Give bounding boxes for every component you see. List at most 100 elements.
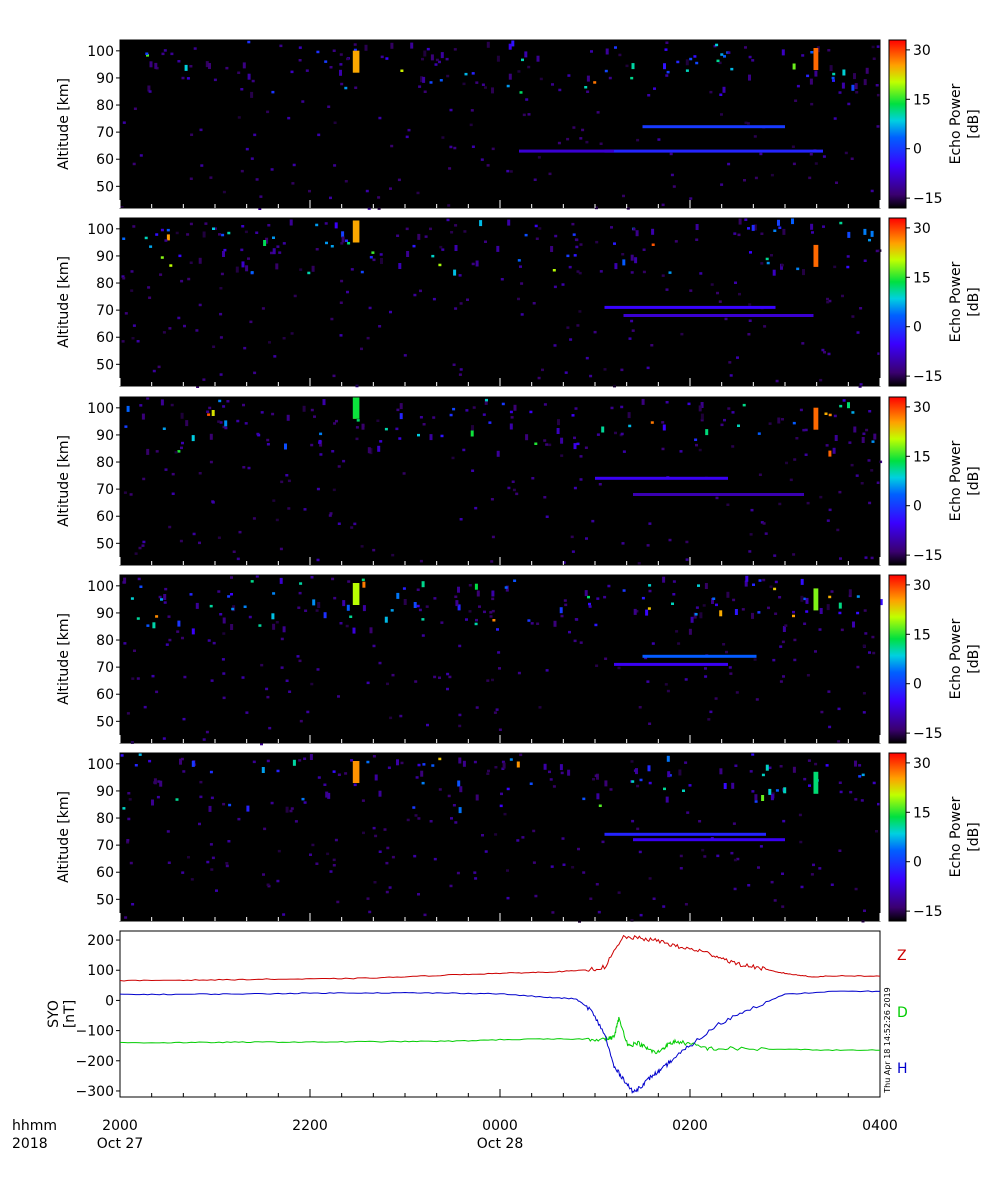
echo-speckle <box>559 607 563 614</box>
ytick-label: 90 <box>96 784 114 800</box>
echo-speckle <box>136 617 140 620</box>
echo-speckle <box>132 324 136 327</box>
colorbar-scale <box>888 752 907 922</box>
echo-speckle <box>678 769 682 776</box>
echo-speckle <box>255 575 259 578</box>
echo-speckle <box>202 378 206 381</box>
echo-speckle <box>416 604 420 608</box>
echo-speckle <box>562 561 566 564</box>
echo-speckle <box>268 726 272 730</box>
echo-speckle <box>778 226 782 229</box>
echo-speckle <box>319 432 323 436</box>
echo-speckle <box>474 506 478 510</box>
echo-speckle <box>277 849 281 853</box>
echo-speckle <box>591 519 595 523</box>
echo-speckle <box>186 77 190 80</box>
echo-speckle <box>810 873 814 876</box>
echo-speckle <box>198 257 202 264</box>
echo-speckle <box>454 307 458 310</box>
echo-speckle <box>865 67 869 74</box>
echo-speckle <box>662 905 666 908</box>
echo-speckle <box>716 59 720 63</box>
echo-speckle <box>613 242 616 245</box>
echo-speckle <box>450 817 453 820</box>
echo-speckle <box>825 764 829 767</box>
echo-speckle <box>211 501 215 504</box>
echo-speckle <box>498 728 502 731</box>
echo-speckle <box>146 624 150 627</box>
echo-speckle <box>322 399 326 406</box>
echo-speckle <box>749 770 753 773</box>
echo-speckle <box>601 840 605 844</box>
echo-speckle <box>852 621 855 628</box>
echo-speckle <box>430 54 434 61</box>
echo-speckle <box>728 666 732 669</box>
mag-ylabel: SYO <box>46 1000 62 1028</box>
echo-speckle <box>190 133 194 136</box>
echo-speckle <box>199 780 203 784</box>
echo-speckle <box>421 57 424 61</box>
echo-speckle <box>860 799 864 802</box>
echo-speckle <box>341 231 345 238</box>
echo-speckle <box>189 177 193 180</box>
echo-speckle <box>138 753 142 756</box>
echo-speckle <box>414 680 418 683</box>
echo-speckle <box>718 61 722 65</box>
echo-speckle <box>809 153 813 156</box>
echo-speckle <box>486 164 490 167</box>
echo-speckle <box>576 442 580 446</box>
echo-speckle <box>288 690 292 693</box>
echo-speckle <box>501 760 505 764</box>
echo-speckle <box>318 441 322 444</box>
echo-feature <box>352 761 360 783</box>
echo-speckle <box>317 602 321 608</box>
echo-speckle <box>397 178 401 182</box>
echo-speckle <box>384 427 388 431</box>
ytick-label: 70 <box>96 482 114 498</box>
colorbar-unit: [dB] <box>966 466 982 495</box>
echo-speckle <box>245 265 249 272</box>
echo-speckle <box>723 55 726 58</box>
echo-speckle <box>158 595 162 599</box>
echo-speckle <box>225 862 229 865</box>
ytick-label: 60 <box>96 687 114 703</box>
echo-speckle <box>161 52 165 56</box>
echo-speckle <box>211 856 215 860</box>
panel-ylabel: Altitude [km] <box>56 256 72 348</box>
echo-speckle <box>128 798 132 801</box>
echo-speckle <box>182 770 186 773</box>
echo-speckle <box>219 336 223 339</box>
echo-speckle <box>180 279 184 283</box>
echo-speckle <box>765 257 769 261</box>
echo-speckle <box>517 259 521 262</box>
echo-speckle <box>459 302 463 305</box>
echo-speckle <box>667 771 671 778</box>
mag-ytick-label: 200 <box>87 933 114 949</box>
echo-speckle <box>714 697 718 700</box>
echo-speckle <box>839 557 842 560</box>
echo-feature <box>352 50 360 73</box>
echo-speckle <box>272 499 276 502</box>
echo-speckle <box>861 773 865 777</box>
echo-speckle <box>751 224 755 231</box>
echo-speckle <box>688 628 692 635</box>
echo-speckle <box>235 266 239 273</box>
echo-speckle <box>457 586 460 593</box>
mag-series-z <box>119 934 881 982</box>
echo-speckle <box>864 556 868 559</box>
echo-speckle <box>814 762 818 766</box>
echo-feature <box>642 125 785 129</box>
echo-speckle <box>574 407 578 410</box>
echo-speckle <box>493 711 497 714</box>
echo-speckle <box>334 222 338 229</box>
echo-speckle <box>420 76 424 83</box>
echo-speckle <box>763 325 767 328</box>
echo-speckle <box>251 79 255 83</box>
echo-speckle <box>156 795 160 799</box>
echo-speckle <box>339 53 343 56</box>
echo-speckle <box>193 47 197 50</box>
echo-speckle <box>222 425 226 429</box>
echo-speckle <box>781 905 785 908</box>
echo-speckle <box>511 480 515 483</box>
echo-speckle <box>792 421 796 425</box>
